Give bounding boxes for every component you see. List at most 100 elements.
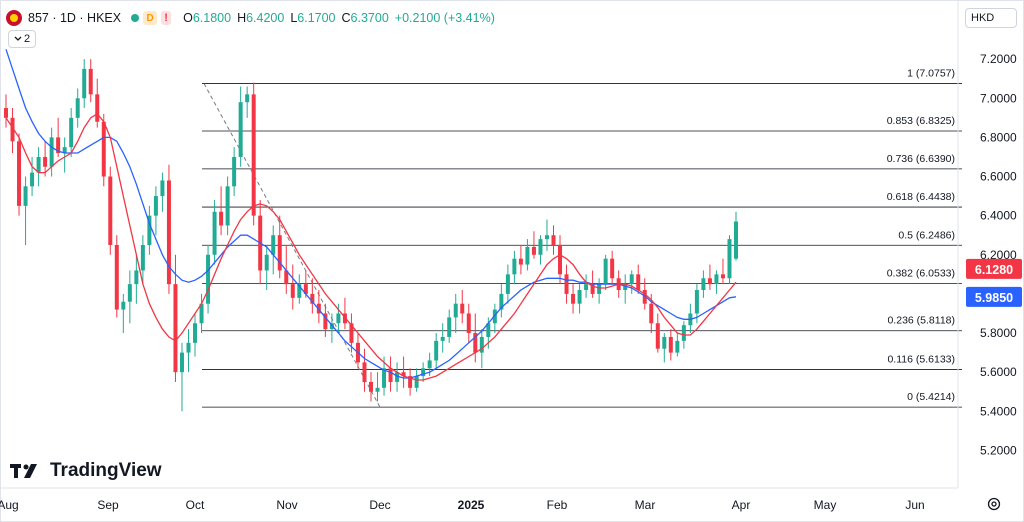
- price-label-text: 6.1280: [975, 263, 1013, 277]
- candle-body: [284, 270, 289, 285]
- candle-body: [655, 323, 660, 349]
- candle-body: [401, 372, 406, 377]
- fib-level-label: 0.116 (5.6133): [887, 354, 955, 366]
- tradingview-logo[interactable]: TradingView: [10, 460, 162, 482]
- candle-body: [179, 352, 184, 373]
- y-tick-label: 5.8000: [980, 326, 1017, 340]
- candle-body: [49, 137, 54, 167]
- symbol-legend: 857 · 1D · HKEX D ! O6.1800 H6.4200 L6.1…: [6, 8, 495, 28]
- candle-body: [479, 336, 484, 353]
- candle-body: [421, 368, 426, 377]
- chevron-down-icon: [14, 36, 22, 41]
- candle-body: [623, 284, 628, 290]
- candle-body: [238, 102, 243, 157]
- candle-body: [453, 303, 458, 318]
- fib-level-label: 0 (5.4214): [907, 391, 955, 403]
- y-tick-label: 6.2000: [980, 248, 1017, 262]
- candle-body: [147, 215, 152, 245]
- candle-body: [101, 121, 106, 177]
- candle-body: [382, 368, 387, 388]
- currency-selector[interactable]: HKD: [965, 8, 1017, 28]
- fibonacci-retracement[interactable]: 1 (7.0757) 0.853 (6.8325) 0.736 (6.6390) 0.…: [202, 67, 962, 408]
- candle-body: [232, 156, 237, 187]
- candle-body: [636, 274, 641, 290]
- candle-body: [544, 235, 549, 240]
- candle-body: [720, 274, 725, 279]
- candle-body: [160, 180, 165, 197]
- candle-body: [388, 368, 393, 382]
- x-tick-label: Aug: [0, 498, 19, 512]
- candle-body: [440, 336, 445, 341]
- x-tick-label: Jun: [905, 498, 924, 512]
- candles-layer: [4, 59, 738, 412]
- candle-body: [297, 284, 302, 298]
- candle-body: [166, 180, 171, 285]
- candle-body: [727, 239, 732, 279]
- fib-trend-line[interactable]: [203, 83, 381, 408]
- brand-text: TradingView: [50, 460, 162, 481]
- y-tick-label: 5.4000: [980, 404, 1017, 418]
- high-label: H: [237, 11, 247, 25]
- symbol-text[interactable]: 857 · 1D · HKEX: [28, 11, 122, 25]
- candle-body: [558, 245, 563, 275]
- x-tick-label: May: [814, 498, 837, 512]
- x-tick-label: Mar: [635, 498, 656, 512]
- candle-body: [336, 313, 341, 324]
- fib-level-label: 0.382 (6.0533): [887, 267, 955, 279]
- candle-body: [590, 284, 595, 294]
- candle-body: [577, 290, 582, 304]
- candle-body: [264, 254, 269, 271]
- candle-body: [121, 301, 126, 310]
- y-tick-label: 6.4000: [980, 209, 1017, 223]
- y-tick-label: 6.6000: [980, 170, 1017, 184]
- candle-body: [466, 313, 471, 334]
- candle-body: [199, 303, 204, 324]
- ma-slow-line: [5, 49, 737, 379]
- candle-body: [193, 323, 198, 343]
- close-label: C: [341, 11, 351, 25]
- candle-body: [290, 284, 295, 298]
- price-axis[interactable]: 7.20007.00006.80006.60006.40006.20006.00…: [957, 0, 1017, 488]
- candle-body: [43, 156, 48, 167]
- price-label-box: [966, 286, 1022, 307]
- low-label: L: [290, 11, 298, 25]
- indicators-toggle[interactable]: 2: [8, 30, 36, 48]
- candle-body: [701, 278, 706, 290]
- change-value: +0.2100 (+3.41%): [394, 11, 495, 25]
- candle-body: [310, 293, 315, 304]
- candle-body: [69, 117, 74, 148]
- market-status-dot[interactable]: [131, 14, 140, 22]
- alert-badge[interactable]: !: [161, 11, 172, 25]
- candle-body: [649, 303, 654, 324]
- candle-body: [369, 381, 373, 392]
- candle-body: [662, 336, 667, 349]
- candle-body: [225, 186, 230, 226]
- candle-body: [88, 68, 93, 95]
- delay-badge[interactable]: D: [143, 11, 158, 25]
- candle-body: [434, 340, 439, 361]
- candle-body: [95, 94, 100, 122]
- candle-body: [460, 303, 465, 314]
- y-tick-label: 7.2000: [980, 52, 1017, 66]
- settings-icon[interactable]: [986, 496, 1002, 512]
- fib-level-label: 0.853 (6.8325): [887, 115, 955, 127]
- x-tick-label: 2025: [458, 498, 485, 512]
- fib-level-label: 0.736 (6.6390): [887, 153, 955, 165]
- candle-body: [486, 323, 491, 337]
- ma-fast-line: [5, 113, 737, 381]
- petrochina-logo[interactable]: [6, 10, 22, 26]
- candle-body: [349, 323, 354, 343]
- candle-body: [56, 137, 61, 154]
- candle-body: [23, 186, 28, 206]
- y-tick-label: 5.2000: [980, 443, 1017, 457]
- candle-body: [707, 278, 712, 285]
- candle-body: [219, 211, 224, 226]
- candle-body: [538, 239, 543, 255]
- fib-level-label: 0.236 (5.8118): [887, 315, 955, 327]
- time-axis[interactable]: Aug Sep Oct Nov Dec 2025 Feb Mar Apr May Jun: [0, 487, 958, 512]
- candle-body: [323, 313, 328, 330]
- candle-body: [4, 108, 8, 118]
- candle-body: [206, 254, 211, 304]
- candle-body: [303, 284, 308, 294]
